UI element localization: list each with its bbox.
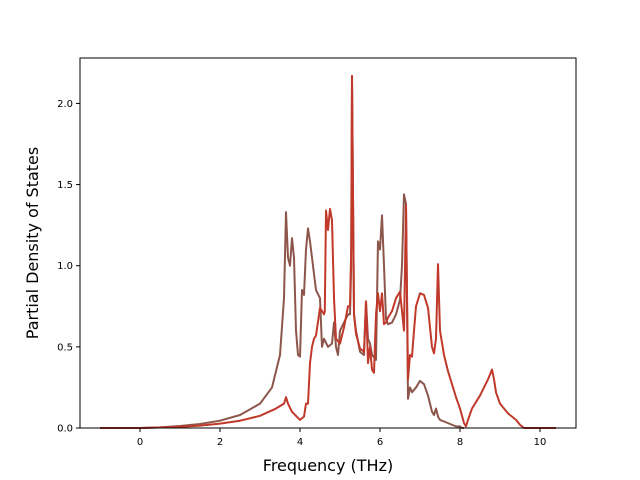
y-tick-label: 0.5 xyxy=(57,342,73,353)
y-tick-label: 2.0 xyxy=(57,99,73,110)
x-tick-label: 2 xyxy=(217,437,223,448)
x-tick-label: 6 xyxy=(377,437,383,448)
y-tick-label: 0.0 xyxy=(57,424,73,435)
y-axis: 0.0 0.5 1.0 1.5 2.0 xyxy=(57,99,80,435)
x-axis: 0 2 4 6 8 10 xyxy=(137,428,547,448)
y-tick-label: 1.0 xyxy=(57,261,73,272)
x-tick-label: 8 xyxy=(457,437,463,448)
x-axis-label: Frequency (THz) xyxy=(263,456,393,475)
series-layer xyxy=(100,74,556,429)
y-tick-label: 1.5 xyxy=(57,180,73,191)
x-tick-label: 10 xyxy=(534,437,547,448)
plot-area xyxy=(79,57,577,429)
x-tick-label: 4 xyxy=(297,437,303,448)
x-tick-label: 0 xyxy=(137,437,143,448)
series-line-1 xyxy=(100,74,556,429)
axes-frame xyxy=(79,57,577,429)
y-axis-label: Partial Density of States xyxy=(23,147,42,339)
